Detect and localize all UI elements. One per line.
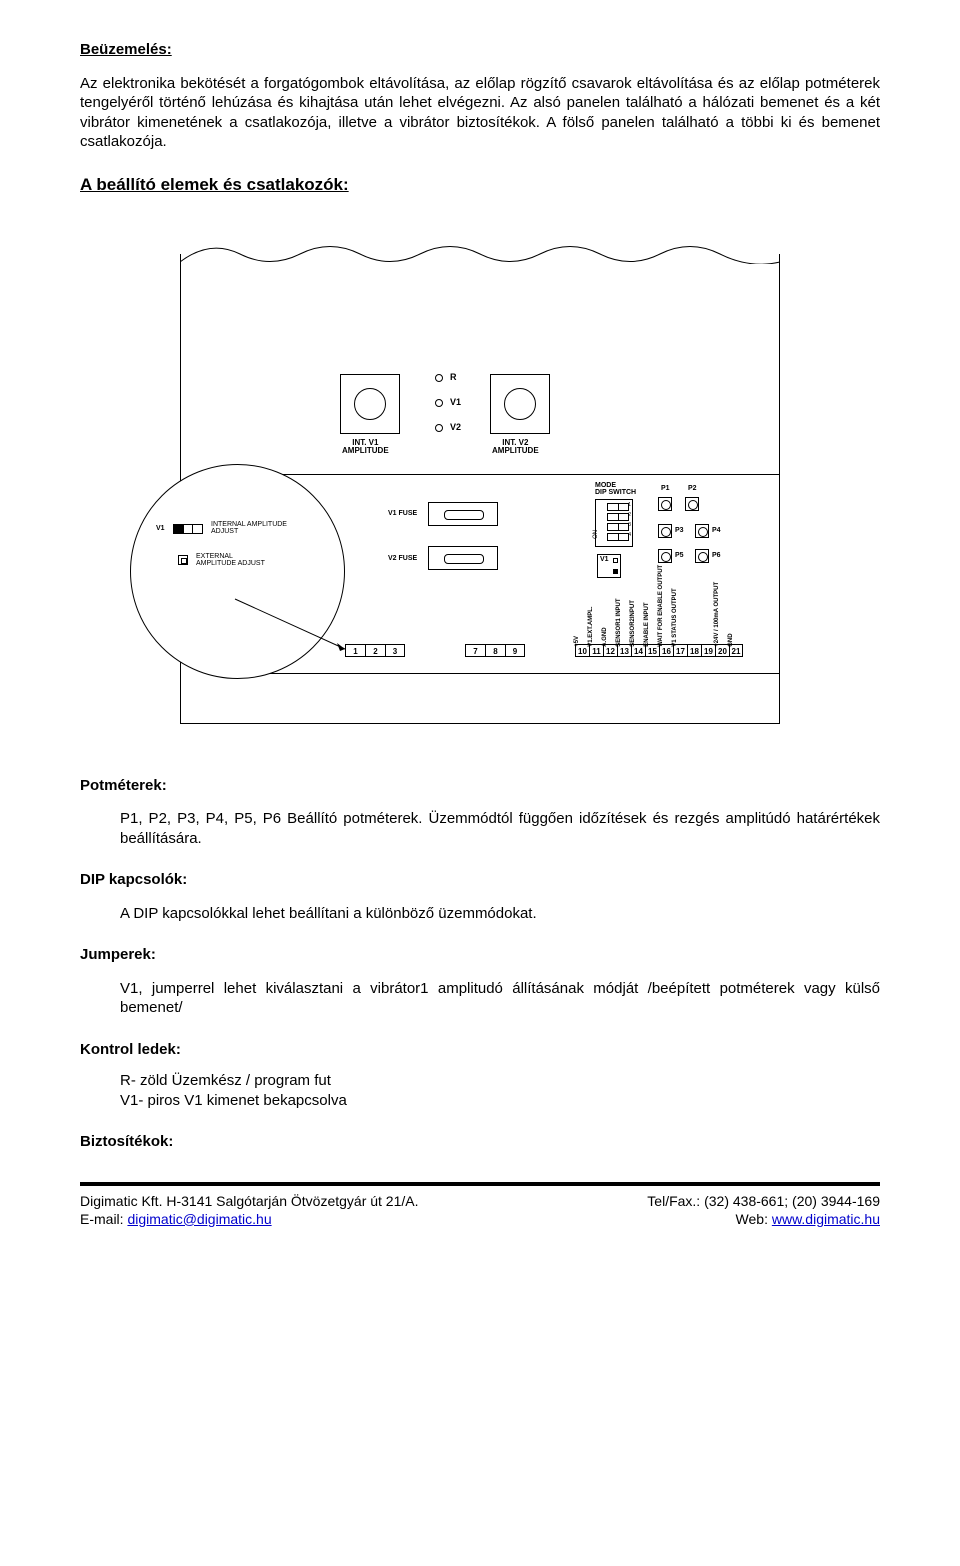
pot-p3-label: P3: [675, 526, 684, 535]
led-r-label: R: [450, 372, 457, 384]
dip-on-label: ON: [593, 529, 601, 538]
circle-ext-amp: EXTERNAL AMPLITUDE ADJUST: [196, 553, 265, 568]
section-jump-title: Jumperek:: [80, 945, 880, 965]
jumper-v1[interactable]: [173, 524, 203, 534]
section-fuse-title: Biztosítékok:: [80, 1132, 880, 1152]
heading-beallito: A beállító elemek és csatlakozók:: [80, 174, 349, 196]
led-v1-label: V1: [450, 397, 461, 409]
pot-p6[interactable]: [695, 549, 709, 563]
page-footer: Digimatic Kft. H-3141 Salgótarján Ötvöze…: [80, 1182, 880, 1228]
pot-p6-label: P6: [712, 551, 721, 560]
diagram-panel: R V1 V2 INT. V1 AMPLITUDE INT. V2 AMPLIT…: [130, 224, 830, 754]
v1-mini-label: V1: [600, 556, 609, 564]
vlabel-3: SENSOR1 INPUT: [616, 598, 624, 646]
section-led-title: Kontrol ledek:: [80, 1040, 880, 1060]
v1-mini-box: V1: [597, 554, 621, 578]
vlabel-4: SENSOR2INPUT: [630, 600, 638, 647]
vlabel-2: A.GND: [602, 627, 610, 646]
vlabel-0: +5V: [574, 636, 582, 647]
vlabel-7: V1 STATUS OUTPUT: [672, 588, 680, 646]
dip-title: MODE DIP SWITCH: [595, 482, 636, 496]
footer-right: Tel/Fax.: (32) 438-661; (20) 3944-169 We…: [647, 1192, 880, 1228]
pot-p2-label: P2: [688, 484, 697, 493]
vlabel-9: +24V / 100mA OUTPUT: [714, 581, 722, 646]
led-line2: V1- piros V1 kimenet bekapcsolva: [120, 1091, 880, 1111]
vlabel-6: WAIT FOR ENABLE OUTPUT: [658, 564, 666, 646]
led-r: [435, 374, 443, 382]
amp-v1-label: INT. V1 AMPLITUDE: [342, 439, 389, 457]
section-pot-title: Potméterek:: [80, 776, 880, 796]
vlabel-5: ENABLE INPUT: [644, 602, 652, 646]
knob-v2: [490, 374, 550, 434]
circle-int-amp: INTERNAL AMPLITUDE ADJUST: [211, 521, 287, 536]
para-intro: Az elektronika bekötését a forgatógombok…: [80, 74, 880, 152]
led-v2-label: V2: [450, 422, 461, 434]
arrow-line: [230, 594, 350, 654]
fuse1-label: V1 FUSE: [388, 509, 417, 518]
footer-url[interactable]: www.digimatic.hu: [772, 1211, 880, 1227]
terminal-row-mid: 789: [465, 644, 525, 657]
section-jump-body: V1, jumperrel lehet kiválasztani a vibrá…: [120, 979, 880, 1018]
led-v2: [435, 424, 443, 432]
fuse1-box: [428, 502, 498, 526]
pot-p5-label: P5: [675, 551, 684, 560]
vlabel-10: GND: [728, 633, 736, 646]
pot-p1[interactable]: [658, 497, 672, 511]
heading-beuzemeles: Beüzemelés:: [80, 40, 172, 60]
led-v1: [435, 399, 443, 407]
pot-p5[interactable]: [658, 549, 672, 563]
section-pot-body: P1, P2, P3, P4, P5, P6 Beállító potméter…: [120, 809, 880, 848]
fuse2-label: V2 FUSE: [388, 554, 417, 563]
knob-v1: [340, 374, 400, 434]
pot-p4-label: P4: [712, 526, 721, 535]
amp-v2-label: INT. V2 AMPLITUDE: [492, 439, 539, 457]
led-line1: R- zöld Üzemkész / program fut: [120, 1071, 880, 1091]
dip-switch[interactable]: ON 1 2 3 4: [595, 499, 633, 547]
section-dip-title: DIP kapcsolók:: [80, 870, 880, 890]
pot-p2[interactable]: [685, 497, 699, 511]
ext-amp-box: [178, 555, 188, 565]
vlabel-1: V1.EXT.AMPL.: [588, 606, 596, 646]
pot-p3[interactable]: [658, 524, 672, 538]
pot-p4[interactable]: [695, 524, 709, 538]
footer-left: Digimatic Kft. H-3141 Salgótarján Ötvöze…: [80, 1192, 419, 1228]
terminal-row-left: 123: [345, 644, 405, 657]
pot-p1-label: P1: [661, 484, 670, 493]
section-dip-body: A DIP kapcsolókkal lehet beállítani a kü…: [120, 904, 880, 924]
fuse2-box: [428, 546, 498, 570]
footer-email[interactable]: digimatic@digimatic.hu: [127, 1211, 271, 1227]
circle-v1-label: V1: [156, 525, 165, 533]
